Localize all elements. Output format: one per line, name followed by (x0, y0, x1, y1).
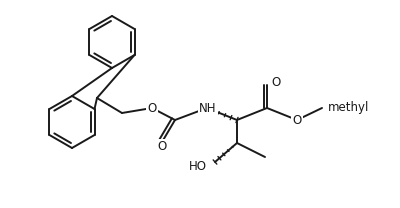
Text: O: O (157, 140, 167, 154)
Text: O: O (292, 114, 302, 126)
Text: methyl: methyl (328, 102, 369, 114)
Text: O: O (271, 76, 280, 88)
Text: O: O (147, 102, 157, 114)
Text: NH: NH (199, 102, 217, 114)
Text: HO: HO (189, 160, 207, 172)
